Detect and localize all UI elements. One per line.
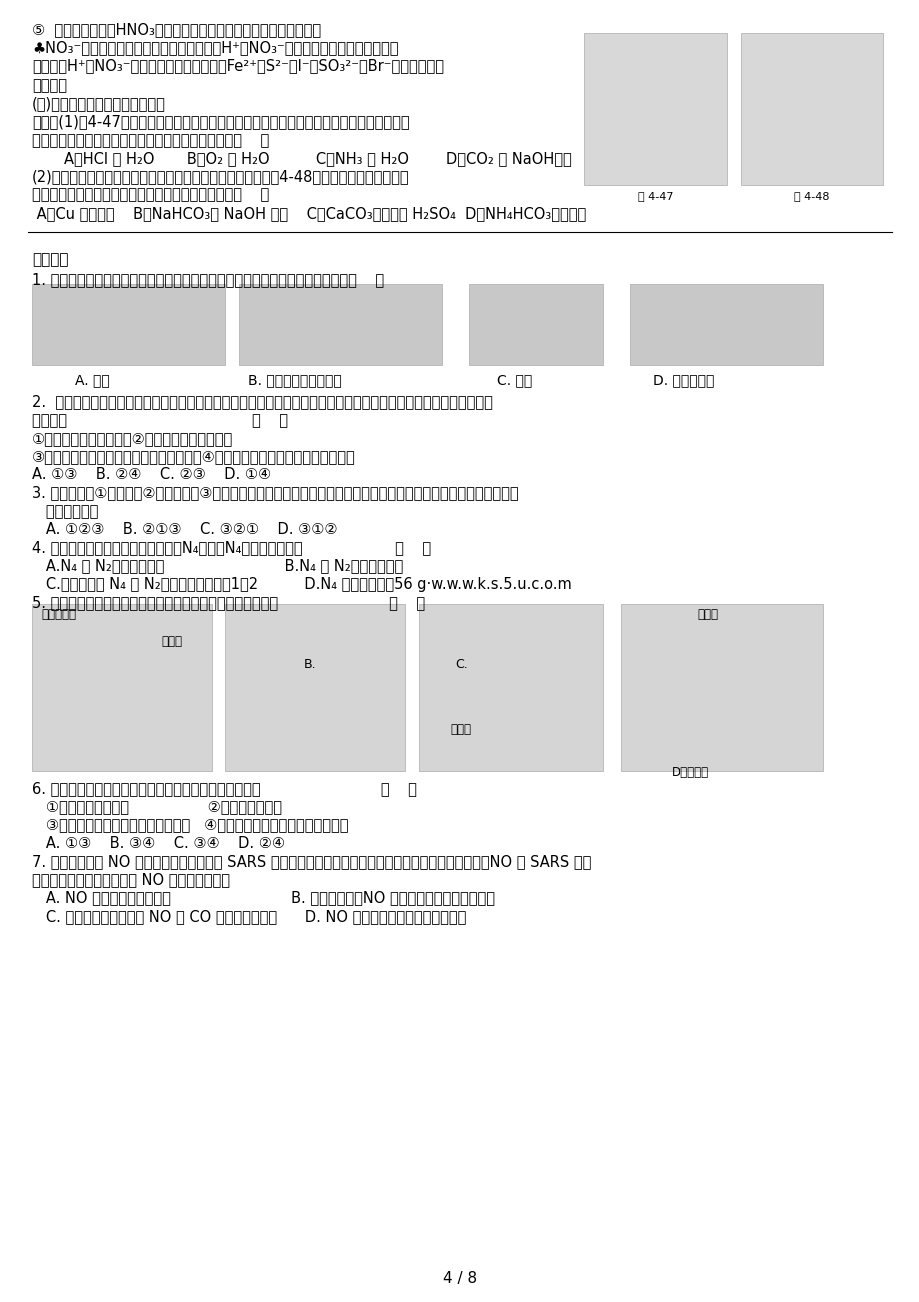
- Text: 分别加入足量的下列物质，反应后可能产生喷泉的是（    ）: 分别加入足量的下列物质，反应后可能产生喷泉的是（ ）: [32, 187, 269, 203]
- Text: 这是因为                                        （    ）: 这是因为 （ ）: [32, 413, 288, 428]
- Text: C. 含等质量的氮元素的 NO 和 CO 的物质的量相等      D. NO 易溶于水，不能用排水法收集: C. 含等质量的氮元素的 NO 和 CO 的物质的量相等 D. NO 易溶于水，…: [32, 909, 466, 924]
- Text: ⑤  与金属反应时，HNO₃既体现氧化性，又体现酸性（生成碇酸盐）: ⑤ 与金属反应时，HNO₃既体现氧化性，又体现酸性（生成碇酸盐）: [32, 22, 321, 38]
- Text: (2)某实验爱好者积极思考产生喷泉的其他办法，并设计了如图4-48所示装置，在锥形瓶中，: (2)某实验爱好者积极思考产生喷泉的其他办法，并设计了如图4-48所示装置，在锥…: [32, 169, 409, 185]
- Text: 例：在有H⁺、NO₃⁻存在的溶液中就不能存在Fe²⁺、S²⁻、I⁻、SO₃²⁻、Br⁻等还原性离子: 例：在有H⁺、NO₃⁻存在的溶液中就不能存在Fe²⁺、S²⁻、I⁻、SO₃²⁻、…: [32, 59, 444, 74]
- Text: A、HCl 和 H₂O       B、O₂ 和 H₂O          C、NH₃ 和 H₂O        D、CO₂ 和 NaOH溶液: A、HCl 和 H₂O B、O₂ 和 H₂O C、NH₃ 和 H₂O D、CO₂…: [64, 151, 572, 167]
- Text: (一)喷泉原理及例析、归纳、联想: (一)喷泉原理及例析、归纳、联想: [32, 96, 166, 112]
- Text: 碱石灰: 碱石灰: [161, 635, 182, 648]
- Text: 6. 用浓氯化锨溶液处理过的舞台幕布不易着火。其原因是                          （    ）: 6. 用浓氯化锨溶液处理过的舞台幕布不易着火。其原因是 （ ）: [32, 781, 416, 797]
- Text: 少杯中分别盛有液体。下列各组中不能形成喷泉的是（    ）: 少杯中分别盛有液体。下列各组中不能形成喷泉的是（ ）: [32, 133, 269, 148]
- Text: 列，正确的是: 列，正确的是: [32, 504, 98, 519]
- FancyBboxPatch shape: [32, 284, 225, 365]
- Text: A. 闪电: A. 闪电: [75, 374, 110, 388]
- Text: 1. 将空气中氮气转化成氮的化合物的过程称为固氮。下图中能实现人工固氮的是（    ）: 1. 将空气中氮气转化成氮的化合物的过程称为固氮。下图中能实现人工固氮的是（ ）: [32, 272, 384, 288]
- Text: 4. 据报道，科学家已成功合成了少量N₄，有关N₄的说法正确的是                    （    ）: 4. 据报道，科学家已成功合成了少量N₄，有关N₄的说法正确的是 （ ）: [32, 540, 431, 556]
- FancyBboxPatch shape: [239, 284, 441, 365]
- FancyBboxPatch shape: [225, 604, 404, 771]
- Text: 4 / 8: 4 / 8: [442, 1271, 477, 1286]
- Text: 5. 下面是实验室制取氨气的装置和选用的试剂，其中错误的是                        （    ）: 5. 下面是实验室制取氨气的装置和选用的试剂，其中错误的是 （ ）: [32, 595, 425, 611]
- Text: 有直接抑制作用。下列关于 NO 的叙述正确的是: 有直接抑制作用。下列关于 NO 的叙述正确的是: [32, 872, 230, 888]
- Text: 浓氨水: 浓氨水: [697, 608, 718, 621]
- Text: C. 根炘: C. 根炘: [496, 374, 531, 388]
- Text: ③此反应可能是氮分子不必先分解成为原子④此反应前可能氮分子先分解成为原子: ③此反应可能是氮分子不必先分解成为原子④此反应前可能氮分子先分解成为原子: [32, 449, 356, 465]
- Text: 氯化铵固体: 氯化铵固体: [41, 608, 76, 621]
- Text: 图 4-48: 图 4-48: [793, 191, 829, 202]
- Text: C.相同质量的 N₄ 和 N₂所含原子个数比为1：2          D.N₄ 的摩尔质量是56 g·w.w.w.k.s.5.u.c.o.m: C.相同质量的 N₄ 和 N₂所含原子个数比为1：2 D.N₄ 的摩尔质量是56…: [32, 577, 572, 592]
- Text: B. 电解饱和食盐水车间: B. 电解饱和食盐水车间: [248, 374, 342, 388]
- Text: ①此反应可能是吸热反应②此反应可能是放热反应: ①此反应可能是吸热反应②此反应可能是放热反应: [32, 431, 233, 447]
- Text: 7. 最新研究表明 NO 吸收治疗法可快速改善 SARS 重症患者的缺氧状况，缓解病情。病毒学研究同时证实，NO 对 SARS 病毒: 7. 最新研究表明 NO 吸收治疗法可快速改善 SARS 重症患者的缺氧状况，缓…: [32, 854, 591, 870]
- Text: A.N₄ 是 N₂的同素异形体                          B.N₄ 是 N₂的同分异构体: A.N₄ 是 N₂的同素异形体 B.N₄ 是 N₂的同分异构体: [32, 559, 403, 574]
- FancyBboxPatch shape: [740, 33, 882, 185]
- Text: 四、专题: 四、专题: [32, 78, 67, 94]
- Text: A. ①③    B. ③④    C. ③④    D. ②④: A. ①③ B. ③④ C. ③④ D. ②④: [32, 836, 285, 852]
- Text: ♣NO₃⁻在离子共存问题的判断中的特殊性（H⁺、NO₃⁻不能共存，表现出强氧化性）: ♣NO₃⁻在离子共存问题的判断中的特殊性（H⁺、NO₃⁻不能共存，表现出强氧化性…: [32, 40, 398, 56]
- FancyBboxPatch shape: [584, 33, 726, 185]
- Text: 氧化钙: 氧化钙: [450, 723, 471, 736]
- FancyBboxPatch shape: [32, 604, 211, 771]
- Text: D、浓氨水: D、浓氨水: [671, 766, 708, 779]
- Text: C.: C.: [455, 658, 468, 671]
- Text: 【例题】: 【例题】: [32, 253, 69, 268]
- Text: A. NO 是一种红棕色的气体                          B. 常温常压下，NO 不能与空气中氧气直接化合: A. NO 是一种红棕色的气体 B. 常温常压下，NO 不能与空气中氧气直接化合: [32, 891, 494, 906]
- Text: A、Cu 与稀盐酸    B、NaHCO₃和 NaOH 溶液    C、CaCO₃溶液与稀 H₂SO₄  D、NH₄HCO₃与稀盐酸: A、Cu 与稀盐酸 B、NaHCO₃和 NaOH 溶液 C、CaCO₃溶液与稀 …: [32, 206, 585, 221]
- FancyBboxPatch shape: [469, 284, 602, 365]
- Text: 图 4-47: 图 4-47: [637, 191, 673, 202]
- FancyBboxPatch shape: [630, 284, 823, 365]
- Text: ①幕布的着火点升高                 ②幕布的质量增加: ①幕布的着火点升高 ②幕布的质量增加: [32, 799, 282, 815]
- Text: B.: B.: [303, 658, 316, 671]
- Text: D. 合成氨车间: D. 合成氨车间: [652, 374, 714, 388]
- Text: ③氯化锨分解吸收热量，降低了温度   ④氯化锨分解产生的气体隔纽了空气: ③氯化锨分解吸收热量，降低了温度 ④氯化锨分解产生的气体隔纽了空气: [32, 818, 348, 833]
- Text: 例题：(1)图4-47中为中学化学教材上的喷泉实验装置。在烧瓶中充满干燥气体，胶头滴管及: 例题：(1)图4-47中为中学化学教材上的喷泉实验装置。在烧瓶中充满干燥气体，胶…: [32, 115, 409, 130]
- Text: 3. 在下列变化①大气固氮②琷酸銀分解③实验室制取氮气中，按照元素被氧化、被还原、既不被氧化又不被还原的顺序排: 3. 在下列变化①大气固氮②琷酸銀分解③实验室制取氮气中，按照元素被氧化、被还原…: [32, 486, 518, 501]
- FancyBboxPatch shape: [418, 604, 602, 771]
- FancyBboxPatch shape: [620, 604, 823, 771]
- Text: 2.  氮气与其他单质化合一般需要高温，有时还需高压等条件，但金属锶在常温、常压下就能与氮气化合生成氮化锶，: 2. 氮气与其他单质化合一般需要高温，有时还需高压等条件，但金属锶在常温、常压下…: [32, 395, 493, 410]
- Text: A. ①③    B. ②④    C. ②③    D. ①④: A. ①③ B. ②④ C. ②③ D. ①④: [32, 467, 271, 483]
- Text: A. ①②③    B. ②①③    C. ③②①    D. ③①②: A. ①②③ B. ②①③ C. ③②① D. ③①②: [32, 522, 337, 538]
